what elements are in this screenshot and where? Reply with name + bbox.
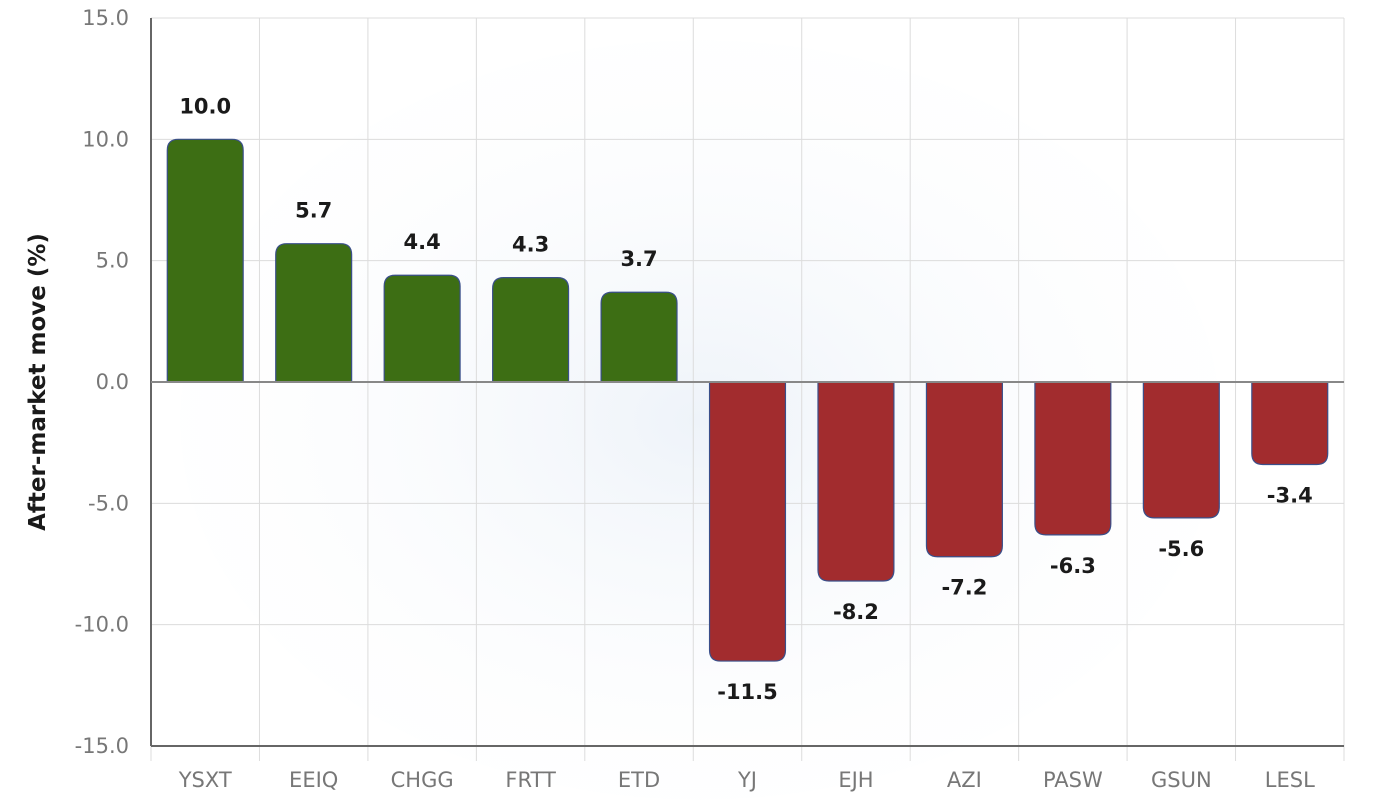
x-tick-label: PASW: [1043, 768, 1103, 792]
x-tick-label: EEIQ: [289, 768, 338, 792]
x-tick-label: LESL: [1265, 768, 1315, 792]
y-tick-label: -15.0: [75, 734, 129, 758]
data-label: 4.3: [512, 233, 549, 257]
bar: [383, 274, 461, 383]
data-label: 4.4: [404, 230, 441, 254]
x-tick-label: CHGG: [391, 768, 454, 792]
data-label: -11.5: [717, 680, 778, 704]
plot-background-glow: [180, 40, 1220, 800]
bar: [275, 243, 353, 383]
data-label: 3.7: [620, 247, 657, 271]
x-tick-label: GSUN: [1151, 768, 1212, 792]
y-axis-title: After-market move (%): [25, 233, 51, 531]
x-tick-label: YSXT: [178, 768, 232, 792]
data-label: 10.0: [179, 94, 231, 118]
x-tick-label: ETD: [618, 768, 660, 792]
bar: [1142, 381, 1220, 519]
bar: [600, 291, 678, 383]
y-tick-label: -5.0: [88, 491, 129, 515]
bars: [166, 138, 1329, 662]
y-tick-label: 15.0: [82, 6, 129, 30]
data-label: 5.7: [295, 199, 332, 223]
bar: [492, 277, 570, 383]
bar: [925, 381, 1003, 558]
x-tick-label: AZI: [947, 768, 982, 792]
x-tick-label: YJ: [737, 768, 757, 792]
y-tick-label: 0.0: [96, 370, 129, 394]
bar: [1034, 381, 1112, 536]
data-label: -8.2: [833, 600, 879, 624]
data-label: -6.3: [1050, 554, 1096, 578]
bar: [817, 381, 895, 582]
x-tick-label: FRTT: [505, 768, 556, 792]
labels: 15.0 10.0 5.0 0.0 -5.0 -10.0 -15.0 10.0 YSXT 5.7 E…: [75, 6, 1315, 792]
bar: [708, 381, 787, 662]
y-tick-label: 10.0: [82, 127, 129, 151]
y-tick-label: -10.0: [75, 613, 129, 637]
data-label: -5.6: [1158, 537, 1204, 561]
bar: [1251, 381, 1329, 466]
bar: [166, 138, 244, 383]
data-label: -3.4: [1267, 484, 1313, 508]
data-label: -7.2: [941, 576, 987, 600]
y-tick-label: 5.0: [96, 249, 129, 273]
x-tick-label: EJH: [838, 768, 873, 792]
